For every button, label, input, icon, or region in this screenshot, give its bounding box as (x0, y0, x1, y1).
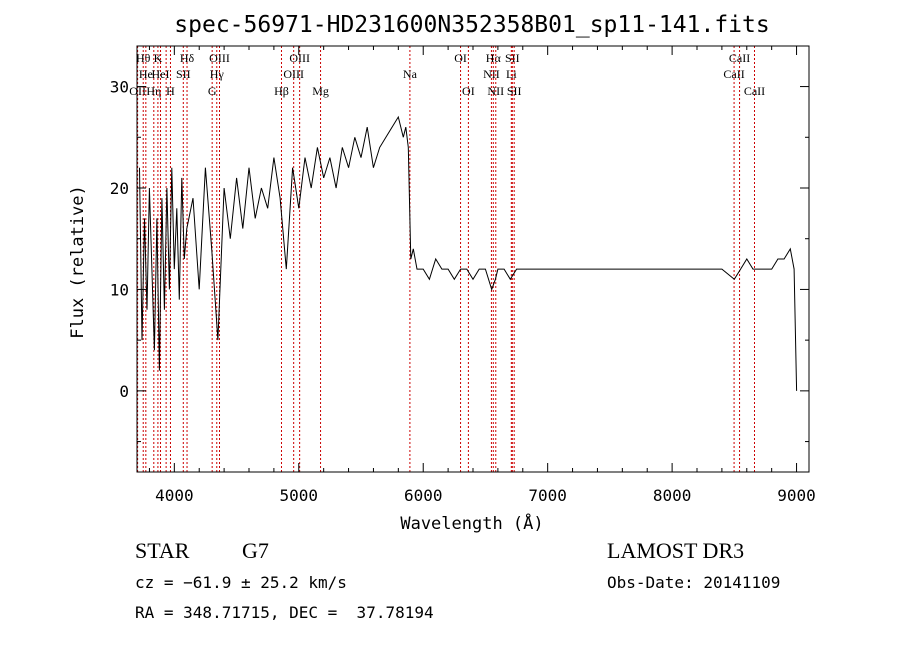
coordinates: RA = 348.71715, DEC = 37.78194 (135, 603, 434, 622)
y-tick-label: 20 (110, 179, 129, 198)
line-marker-label: NII (483, 67, 500, 81)
line-marker-label: OI (462, 84, 475, 98)
object-subclass: G7 (242, 538, 269, 563)
obs-date: Obs-Date: 20141109 (607, 573, 781, 592)
line-marker-label: H (166, 84, 175, 98)
axis-ticks: 4000 5000 6000 7000 8000 9000 0 10 20 30 (110, 46, 816, 505)
object-class: STAR (135, 538, 190, 563)
line-marker-label: Hδ (180, 51, 195, 65)
line-marker-label: Hγ (210, 67, 225, 81)
line-marker-label: HeI (152, 67, 170, 81)
survey-name: LAMOST DR3 (607, 538, 745, 563)
x-tick-label: 4000 (155, 486, 194, 505)
line-marker-label: CaII (744, 84, 765, 98)
y-axis-label: Flux (relative) (68, 185, 88, 339)
line-marker-label: Hη (146, 84, 161, 98)
x-tick-label: 6000 (404, 486, 443, 505)
y-tick-label: 10 (110, 280, 129, 299)
plot-frame (136, 45, 810, 473)
line-marker-label: Hα (486, 51, 502, 65)
line-marker-label: SII (505, 51, 520, 65)
line-marker-label: Li (506, 67, 517, 81)
line-marker-label: SII (176, 67, 191, 81)
line-marker-label: Na (403, 67, 418, 81)
line-marker-label: SII (507, 84, 522, 98)
line-marker-label: OIII (283, 67, 304, 81)
redshift-cz: cz = −61.9 ± 25.2 km/s (135, 573, 347, 592)
line-marker-label: Hθ (136, 51, 151, 65)
line-marker-label: K (154, 51, 163, 65)
spectrum-line (139, 115, 798, 391)
x-axis-label: Wavelength (Å) (400, 512, 543, 534)
y-tick-label: 0 (119, 382, 129, 401)
line-marker-label: He (139, 67, 153, 81)
line-marker-label: OI (454, 51, 467, 65)
line-marker-label: OII (129, 84, 146, 98)
x-tick-label: 9000 (777, 486, 816, 505)
x-tick-label: 5000 (280, 486, 319, 505)
line-marker-label: OIII (289, 51, 310, 65)
line-marker-label: Hβ (274, 84, 289, 98)
line-marker-label: G (208, 84, 217, 98)
x-tick-label: 7000 (528, 486, 567, 505)
line-marker-label: CaII (723, 67, 744, 81)
line-marker-label: CaII (729, 51, 750, 65)
x-tick-label: 8000 (653, 486, 692, 505)
y-tick-label: 30 (110, 78, 129, 97)
line-markers: OIIHθHeHηKHeIHSIIHδGHγOIIIHβOIIIOIIIMgNa… (129, 46, 765, 472)
line-marker-label: OIII (209, 51, 230, 65)
line-marker-label: NII (487, 84, 504, 98)
chart-title: spec-56971-HD231600N352358B01_sp11-141.f… (174, 12, 769, 38)
line-marker-label: Mg (312, 84, 329, 98)
